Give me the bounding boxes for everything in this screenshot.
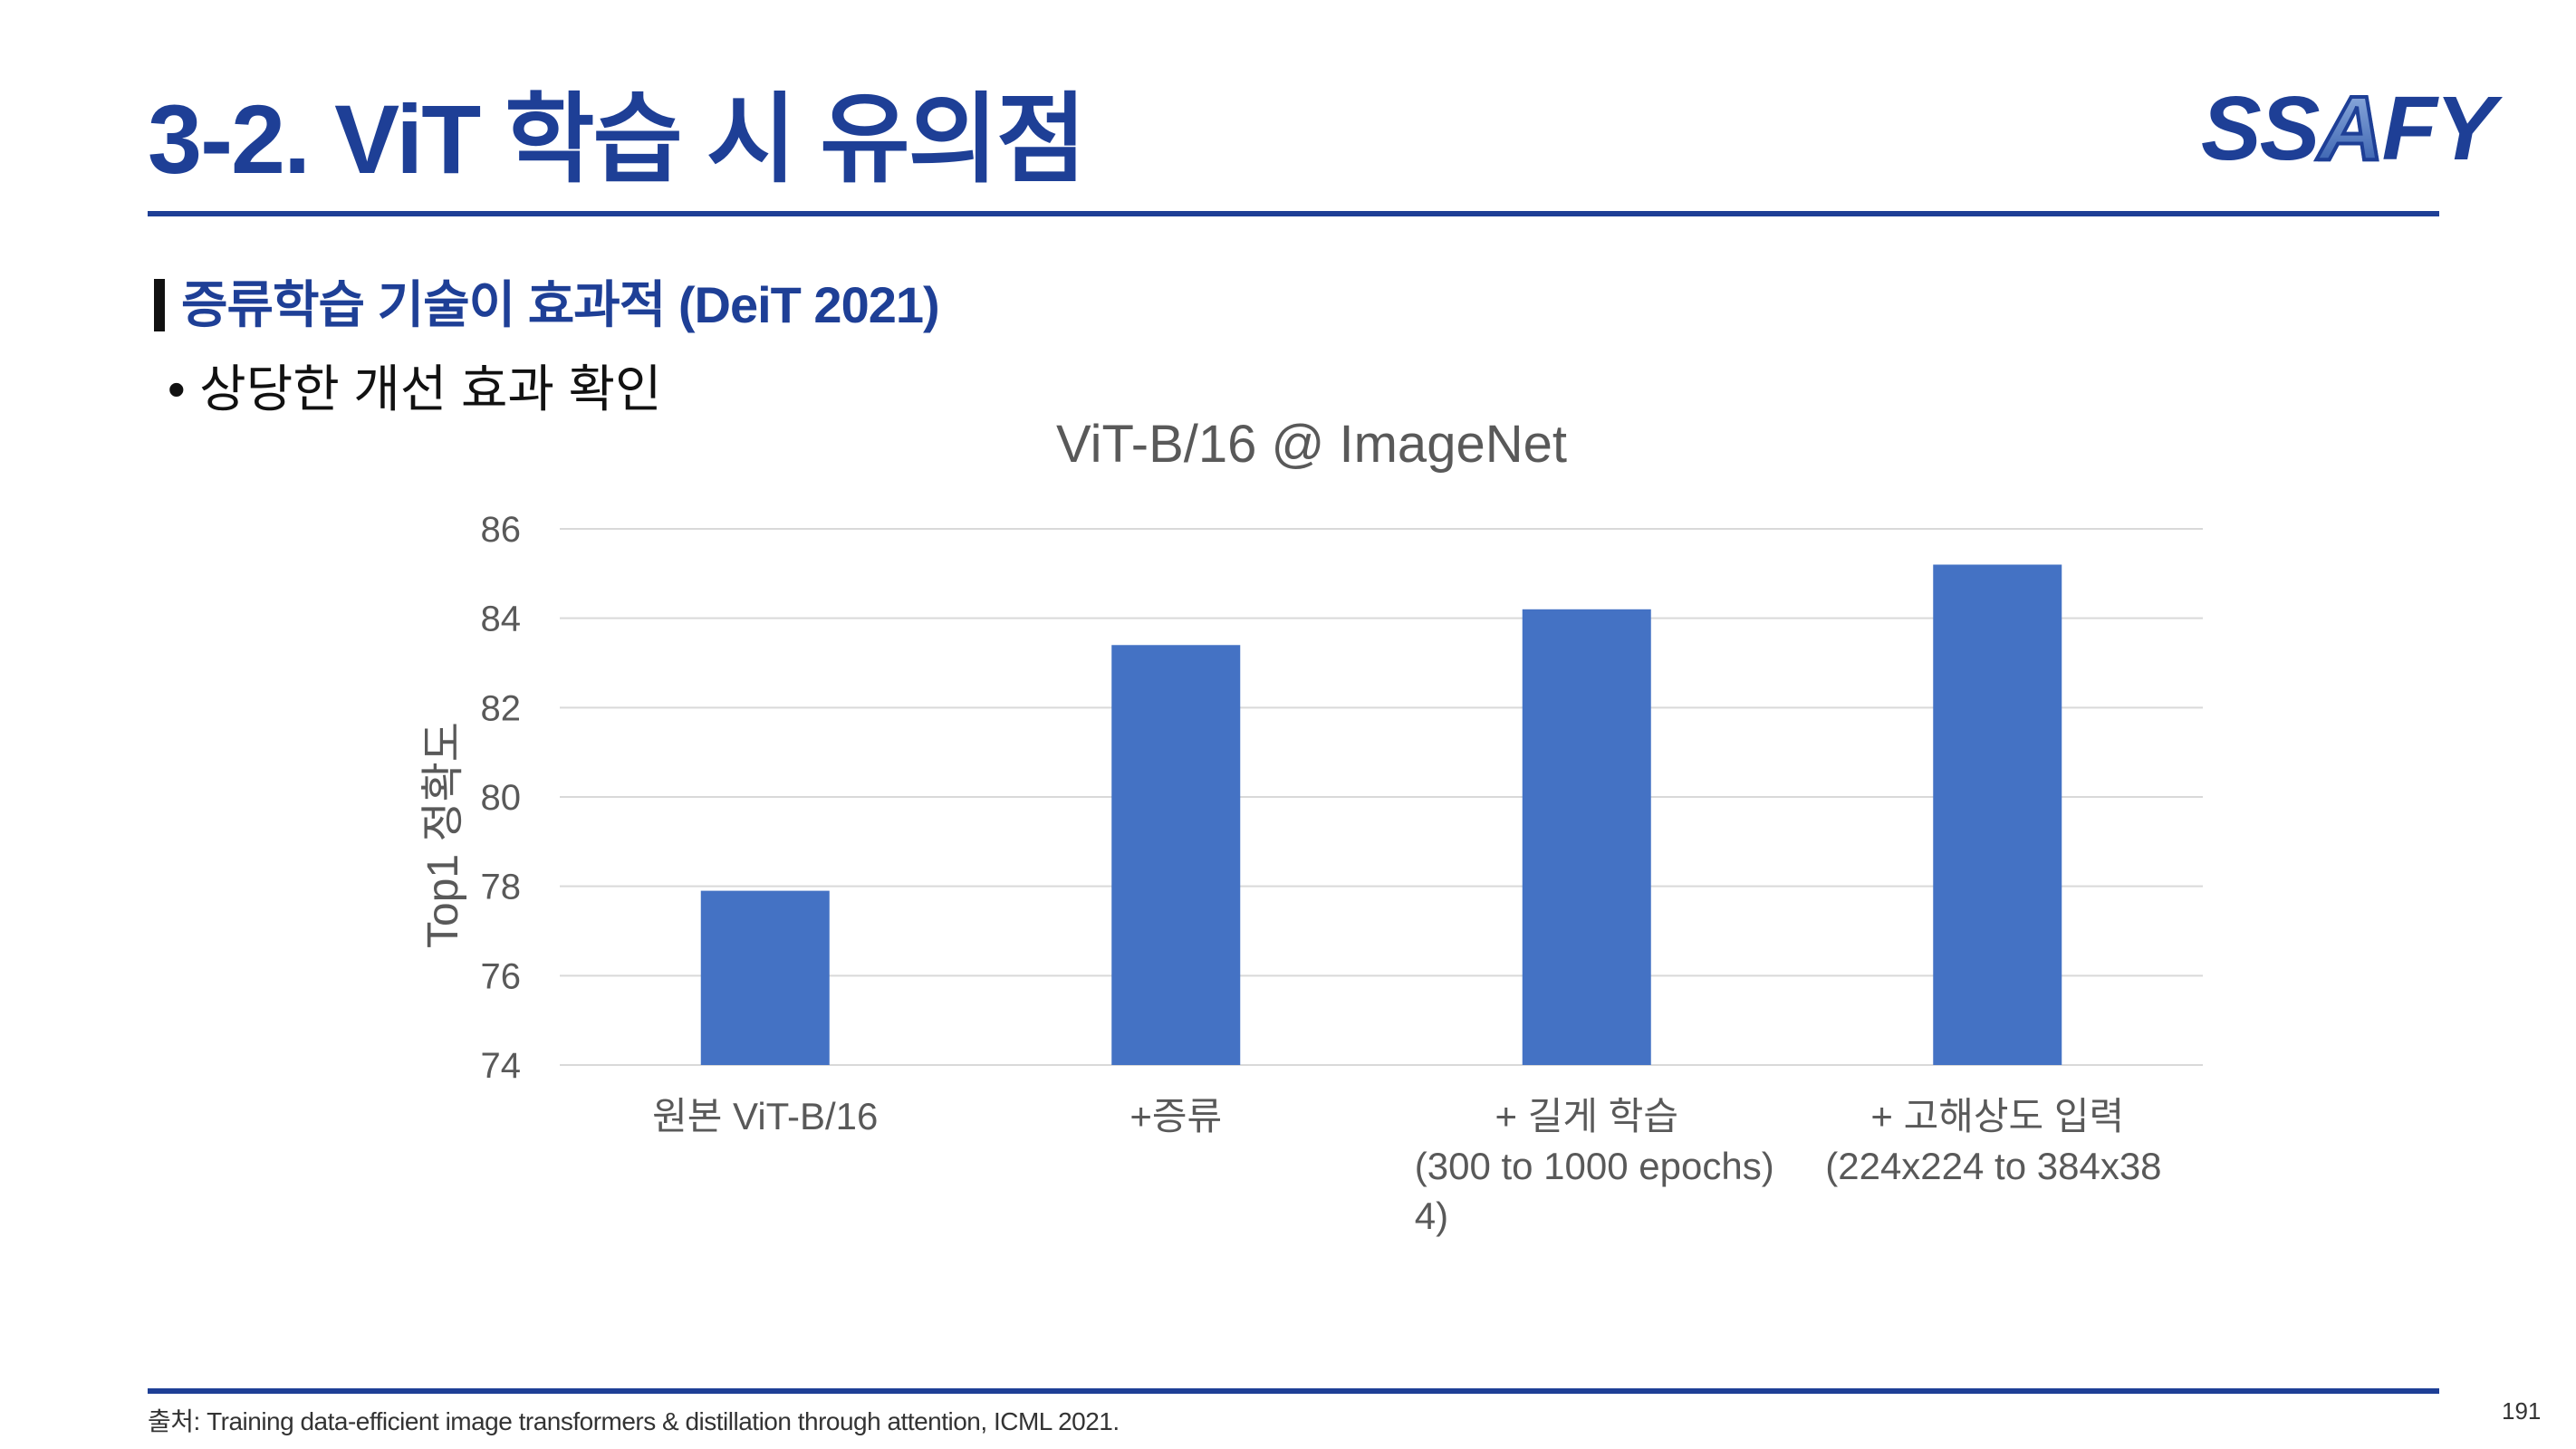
chart-y-ticks: 74 76 78 80 82 84 86: [481, 510, 522, 1086]
section-heading: 증류학습 기술이 효과적 (DeiT 2021): [154, 264, 940, 338]
y-tick-label: 84: [481, 600, 522, 639]
section-heading-text: 증류학습 기술이 효과적 (DeiT 2021): [181, 276, 940, 333]
x-category-label: (224x224 to 384x38: [1825, 1145, 2161, 1187]
footer-divider: [148, 1388, 2439, 1394]
logo-text-ss: SS: [2201, 78, 2320, 179]
chart-x-labels: 원본 ViT-B/16 +증류 + 길게 학습 (300 to 1000 epochs…: [652, 1095, 2161, 1237]
x-category-label: (300 to 1000 epochs): [1415, 1145, 1774, 1187]
page-title: 3-2. ViT 학습 시 유의점: [148, 84, 1086, 194]
section-marker: [154, 279, 165, 332]
x-category-label: 원본 ViT-B/16: [652, 1095, 878, 1137]
y-tick-label: 86: [481, 510, 522, 550]
bar-3: [1933, 564, 2062, 1065]
page-number: 191: [2502, 1397, 2542, 1425]
x-category-label: +증류: [1129, 1095, 1222, 1137]
header-divider: [148, 211, 2439, 216]
bar-1: [1111, 645, 1241, 1065]
y-tick-label: 80: [481, 778, 522, 818]
ssafy-logo: SSAFY: [2201, 82, 2495, 176]
bullet-mark: •: [168, 360, 186, 417]
chart-bars: [700, 564, 2062, 1065]
y-tick-label: 74: [481, 1046, 522, 1086]
bar-0: [700, 890, 830, 1065]
chart-gridlines: [560, 528, 2203, 1066]
x-category-label: + 고해상도 입력: [1870, 1095, 2124, 1137]
x-category-label: + 길게 학습: [1495, 1095, 1678, 1137]
chart-title: ViT-B/16 @ ImageNet: [1056, 415, 1567, 474]
bullet-item: • 상당한 개선 효과 확인: [168, 349, 662, 422]
source-citation: 출처: Training data-efficient image transf…: [148, 1407, 1120, 1435]
bullet-text: 상당한 개선 효과 확인: [199, 360, 662, 417]
logo-text-a: A: [2316, 78, 2385, 179]
y-tick-label: 76: [481, 956, 522, 996]
bar-2: [1522, 609, 1651, 1065]
logo-text-fy: FY: [2381, 78, 2496, 179]
x-category-label: 4): [1415, 1195, 1448, 1237]
y-tick-label: 82: [481, 688, 522, 728]
y-tick-label: 78: [481, 868, 522, 907]
chart-y-axis-label: Top1 정확도: [419, 722, 467, 948]
